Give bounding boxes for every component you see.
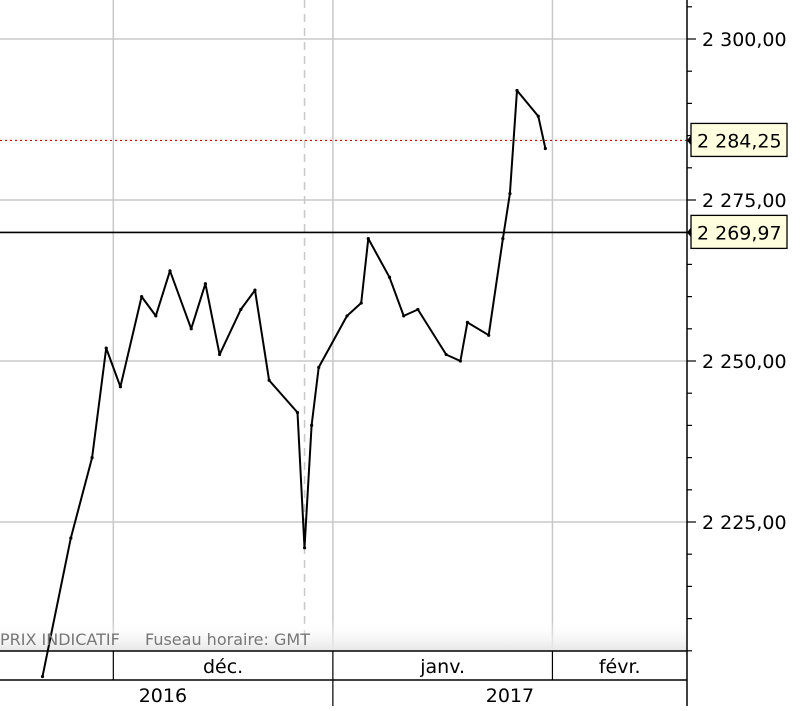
price-point [402, 314, 406, 318]
price-point [508, 191, 512, 196]
annotation-layer [0, 139, 687, 234]
price-point [458, 359, 462, 363]
note-band [0, 620, 687, 651]
price-point [387, 275, 392, 279]
price-point [543, 146, 547, 151]
grid-layer [0, 0, 687, 651]
price-point [168, 269, 172, 273]
price-line [41, 89, 547, 677]
price-point [239, 307, 243, 312]
value-label-box [690, 214, 788, 250]
value-label-pointer [687, 135, 691, 146]
source-note: PRIX INDICATIF [0, 630, 120, 649]
price-point [416, 307, 420, 312]
price-point [118, 385, 123, 389]
price-point [359, 301, 363, 305]
price-point [189, 327, 193, 331]
price-point [465, 320, 470, 324]
x-month-label: janv. [419, 656, 465, 678]
series-layer [40, 88, 547, 679]
y-tick-label: 2 275,00 [702, 190, 787, 212]
value-label-text: 2 269,97 [697, 222, 782, 244]
price-point [40, 674, 45, 679]
price-point [253, 288, 257, 292]
last-price-label: 2 284,25 [687, 122, 788, 158]
price-point [104, 346, 108, 350]
price-point [501, 237, 505, 241]
y-tick-label: 2 225,00 [702, 512, 787, 534]
price-point [515, 88, 519, 93]
price-point [217, 352, 222, 357]
price-point [317, 365, 321, 370]
price-point [302, 546, 307, 550]
x-month-label: déc. [203, 656, 243, 678]
y-tick-label: 2 300,00 [702, 29, 787, 51]
price-point [203, 282, 207, 286]
price-point [345, 314, 349, 318]
note-layer: PRIX INDICATIF Fuseau horaire: GMT [0, 630, 310, 649]
x-year-label: 2016 [139, 685, 187, 706]
price-point [444, 352, 448, 357]
level-label: 2 269,97 [687, 214, 788, 250]
price-point [69, 536, 73, 540]
price-point [487, 333, 491, 337]
price-point [267, 378, 271, 382]
axis-layer: 2 225,00 2 250,00 2 275,00 2 300,00 2 284,25… [0, 0, 788, 707]
price-point [310, 423, 314, 427]
timezone-note: Fuseau horaire: GMT [145, 630, 310, 649]
price-point [140, 295, 144, 299]
x-month-label: févr. [599, 656, 641, 678]
value-label-pointer [687, 227, 691, 238]
price-point [536, 114, 540, 118]
value-label-text: 2 284,25 [697, 130, 782, 152]
price-point [90, 456, 94, 460]
y-tick-label: 2 250,00 [702, 351, 787, 373]
price-point [295, 410, 300, 415]
price-point [154, 314, 158, 318]
price-point [366, 237, 370, 241]
x-year-label: 2017 [486, 685, 534, 706]
